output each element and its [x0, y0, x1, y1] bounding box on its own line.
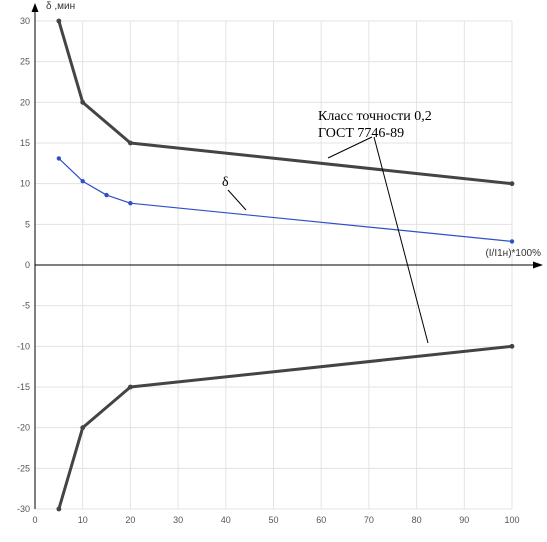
x-tick-label: 70: [364, 515, 374, 525]
x-tick-label: 100: [504, 515, 519, 525]
lower-limit-line: [57, 344, 513, 510]
delta-annotation: δ: [222, 175, 229, 190]
upper-limit-point: [56, 18, 62, 24]
x-tick-label: 80: [412, 515, 422, 525]
class-annotation-line1: Класс точности 0,2: [318, 109, 432, 124]
annotations: δ ,мин (I/I1н)*100% Класс точности 0,2 Г…: [46, 1, 541, 344]
y-axis-arrow: [31, 3, 39, 12]
upper-limit-point: [509, 181, 515, 187]
series: [56, 18, 515, 512]
upper-limit-point: [127, 140, 133, 146]
class-annotation-line2: ГОСТ 7746-89: [318, 126, 404, 141]
lower-limit-point: [127, 384, 133, 390]
y-tick-label: 25: [20, 57, 30, 67]
lower-limit-point: [56, 506, 62, 512]
y-tick-label: 0: [25, 260, 30, 270]
y-tick-label: -25: [17, 463, 30, 473]
delta-point: [509, 239, 515, 244]
y-tick-label: 5: [25, 219, 30, 229]
class-leader-lower: [373, 136, 429, 344]
delta-leader: [227, 189, 247, 211]
y-tick-label: -20: [17, 423, 30, 433]
x-axis-arrow: [533, 261, 543, 269]
lower-limit-point: [509, 343, 515, 349]
y-tick-label: -10: [17, 341, 30, 351]
delta-point: [80, 179, 85, 184]
y-tick-label: -30: [17, 504, 30, 514]
upper-limit-point: [80, 99, 86, 105]
x-tick-label: 20: [125, 515, 135, 525]
x-tick-label: 0: [32, 515, 37, 525]
y-tick-label: 15: [20, 138, 30, 148]
y-tick-label: 10: [20, 179, 30, 189]
axes: [31, 3, 543, 509]
x-tick-label: 50: [268, 515, 278, 525]
upper-limit-line: [57, 20, 513, 186]
x-tick-label: 30: [173, 515, 183, 525]
x-tick-label: 40: [221, 515, 231, 525]
delta-point: [56, 156, 62, 161]
x-tick-label: 10: [78, 515, 88, 525]
y-tick-label: -5: [22, 301, 30, 311]
y-tick-label: -15: [17, 382, 30, 392]
class-leader-upper: [327, 136, 373, 159]
delta-point: [128, 200, 133, 206]
x-tick-label: 90: [459, 515, 469, 525]
delta-point: [104, 192, 109, 198]
x-tick-label: 60: [316, 515, 326, 525]
y-tick-label: 30: [20, 16, 30, 26]
delta-line: [58, 158, 513, 243]
tick-labels: 0 10 20 30 40 50 60 70 80 90 100302520151050-5-10-…: [17, 16, 520, 525]
x-axis-title: (I/I1н)*100%: [485, 248, 541, 259]
y-axis-title: δ ,мин: [46, 1, 75, 12]
y-tick-label: 20: [20, 97, 30, 107]
lower-limit-point: [80, 425, 86, 431]
